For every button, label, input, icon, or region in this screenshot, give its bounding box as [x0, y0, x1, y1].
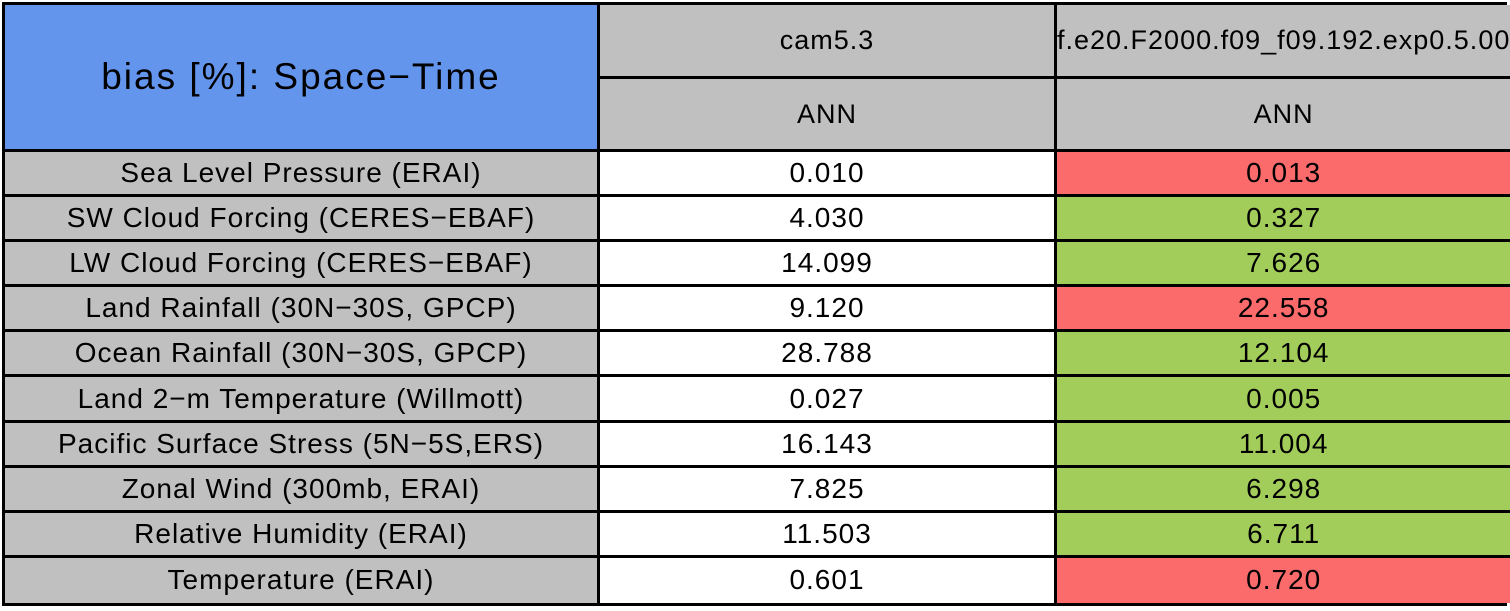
value-cell-model2: 7.626: [1057, 242, 1510, 288]
value-cell-model2: 0.005: [1057, 377, 1510, 423]
value-cell-model1: 0.601: [600, 557, 1057, 603]
value-cell-model1: 0.027: [600, 377, 1057, 423]
row-label: SW Cloud Forcing (CERES−EBAF): [5, 197, 600, 243]
row-label: Ocean Rainfall (30N−30S, GPCP): [5, 332, 600, 378]
value-cell-model2: 11.004: [1057, 422, 1510, 468]
value-cell-model2: 0.720: [1057, 557, 1510, 603]
row-label: Sea Level Pressure (ERAI): [5, 152, 600, 198]
value-cell-model2: 22.558: [1057, 287, 1510, 333]
value-cell-model2: 0.327: [1057, 197, 1510, 243]
value-cell-model1: 4.030: [600, 197, 1057, 243]
value-cell-model1: 7.825: [600, 467, 1057, 513]
row-label: Land 2−m Temperature (Willmott): [5, 377, 600, 423]
value-cell-model1: 14.099: [600, 242, 1057, 288]
row-label: Temperature (ERAI): [5, 557, 600, 603]
column-header-model-1: cam5.3: [600, 5, 1057, 79]
row-label: Relative Humidity (ERAI): [5, 512, 600, 558]
value-cell-model1: 16.143: [600, 422, 1057, 468]
value-cell-model1: 9.120: [600, 287, 1057, 333]
value-cell-model2: 6.711: [1057, 512, 1510, 558]
row-label: Zonal Wind (300mb, ERAI): [5, 467, 600, 513]
value-cell-model1: 11.503: [600, 512, 1057, 558]
table-title: bias [%]: Space−Time: [5, 5, 600, 152]
column-header-model-2: f.e20.F2000.f09_f09.192.exp0.5.00: [1057, 5, 1510, 79]
row-label: LW Cloud Forcing (CERES−EBAF): [5, 242, 600, 288]
row-label: Land Rainfall (30N−30S, GPCP): [5, 287, 600, 333]
column-header-season-1: ANN: [600, 79, 1057, 152]
value-cell-model1: 0.010: [600, 152, 1057, 198]
column-header-season-2: ANN: [1057, 79, 1510, 152]
row-label: Pacific Surface Stress (5N−5S,ERS): [5, 422, 600, 468]
value-cell-model1: 28.788: [600, 332, 1057, 378]
column-header-model-2-label: f.e20.F2000.f09_f09.192.exp0.5.00: [1057, 25, 1510, 55]
value-cell-model2: 0.013: [1057, 152, 1510, 198]
value-cell-model2: 12.104: [1057, 332, 1510, 378]
value-cell-model2: 6.298: [1057, 467, 1510, 513]
